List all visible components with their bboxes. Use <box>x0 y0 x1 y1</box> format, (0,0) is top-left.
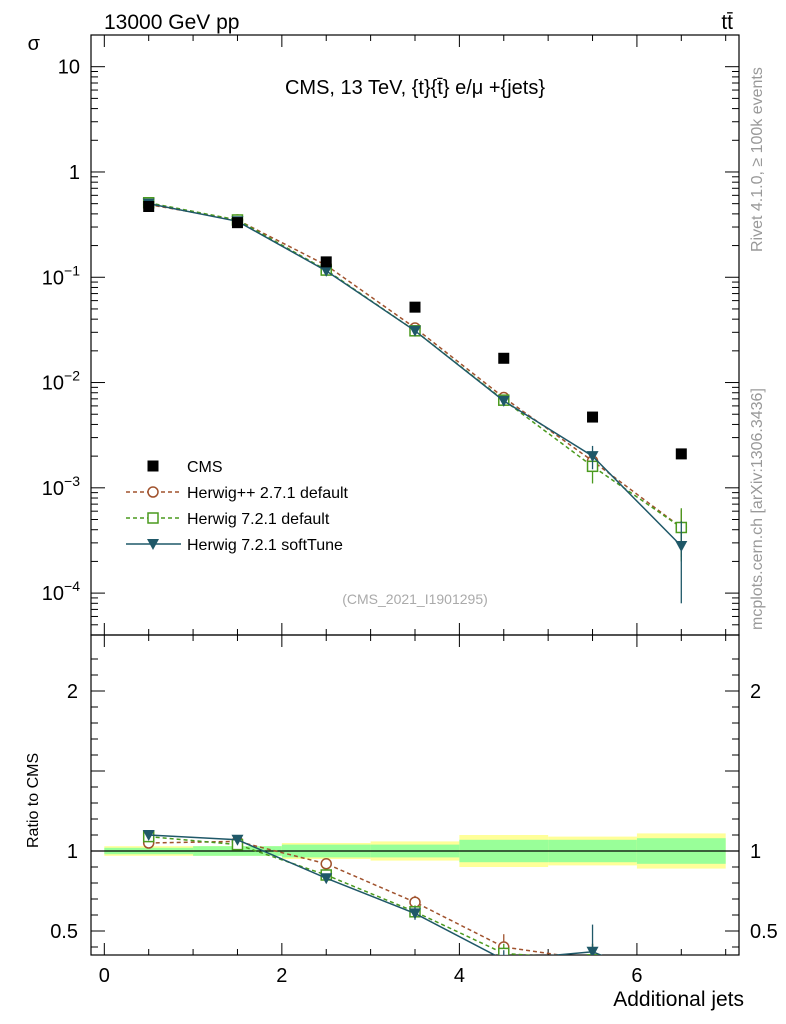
ratio-point-2 <box>586 946 599 955</box>
legend-marker-0 <box>147 486 159 498</box>
data-point <box>231 217 243 229</box>
analysis-id: (CMS_2021_I1901295) <box>342 591 488 607</box>
legend-label-1: Herwig 7.2.1 default <box>187 511 330 528</box>
y-tick-label: 1 <box>69 162 80 184</box>
data-point <box>409 301 421 313</box>
ratio-tick-label: 2 <box>67 681 78 703</box>
mcplots-label: mcplots.cern.ch [arXiv:1306.3436] <box>749 388 766 630</box>
legend-label-data: CMS <box>187 459 223 476</box>
mc-point-2 <box>497 395 510 407</box>
data-point <box>498 352 510 364</box>
data-point <box>320 256 332 268</box>
ratio-point-2 <box>231 834 244 846</box>
y-tick-label: 10−2 <box>42 368 80 395</box>
mc-line-0 <box>148 203 682 529</box>
ratio-tick-label-right: 1 <box>750 841 761 863</box>
ratio-point-2 <box>320 873 333 885</box>
ratio-tick-label: 1 <box>67 841 78 863</box>
process-label: tt̄ <box>721 11 733 34</box>
rivet-version-label: Rivet 4.1.0, ≥ 100k events <box>749 67 766 252</box>
mc-point-2 <box>409 325 421 337</box>
legend-marker-2 <box>147 539 159 550</box>
energy-label: 13000 GeV pp <box>104 11 239 34</box>
x-tick-label: 6 <box>631 965 642 987</box>
legend-label-2: Herwig 7.2.1 softTune <box>187 537 343 554</box>
x-axis-label: Additional jets <box>613 988 744 1011</box>
ratio-point-0 <box>320 858 332 870</box>
data-point <box>587 411 599 423</box>
mc-point-2 <box>586 451 599 463</box>
ratio-point-2 <box>409 908 421 920</box>
ratio-tick-label-right: 0.5 <box>750 921 778 943</box>
y-tick-label: 10−3 <box>42 473 80 500</box>
legend-data-marker <box>147 460 159 472</box>
x-tick-label: 0 <box>99 965 110 987</box>
ratio-axis-label: Ratio to CMS <box>25 753 42 848</box>
ratio-point-1 <box>676 974 686 984</box>
legend-marker-1 <box>147 512 159 524</box>
ratio-point-0 <box>676 974 686 984</box>
data-point <box>143 200 155 212</box>
y-axis-label: σ <box>28 33 41 55</box>
ratio-point-0 <box>589 954 596 955</box>
legend-label-0: Herwig++ 2.7.1 default <box>187 485 349 502</box>
x-tick-label: 4 <box>454 965 465 987</box>
ratio-point-1 <box>586 954 599 955</box>
ratio-point-2 <box>142 830 155 841</box>
ratio-tick-label-right: 2 <box>750 681 761 703</box>
data-point <box>675 448 687 460</box>
ratio-point-2 <box>497 954 510 955</box>
y-tick-label: 10−1 <box>42 262 80 289</box>
y-tick-label: 10−4 <box>42 578 80 605</box>
mc-line-1 <box>148 202 682 529</box>
x-tick-label: 2 <box>276 965 287 987</box>
mc-point-2 <box>675 541 688 553</box>
mc-point-2 <box>320 265 333 277</box>
ratio-tick-label: 0.5 <box>50 921 78 943</box>
y-tick-label: 10 <box>58 57 80 79</box>
plot-title: CMS, 13 TeV, {t}{t̄} e/μ +{jets} <box>285 77 545 99</box>
